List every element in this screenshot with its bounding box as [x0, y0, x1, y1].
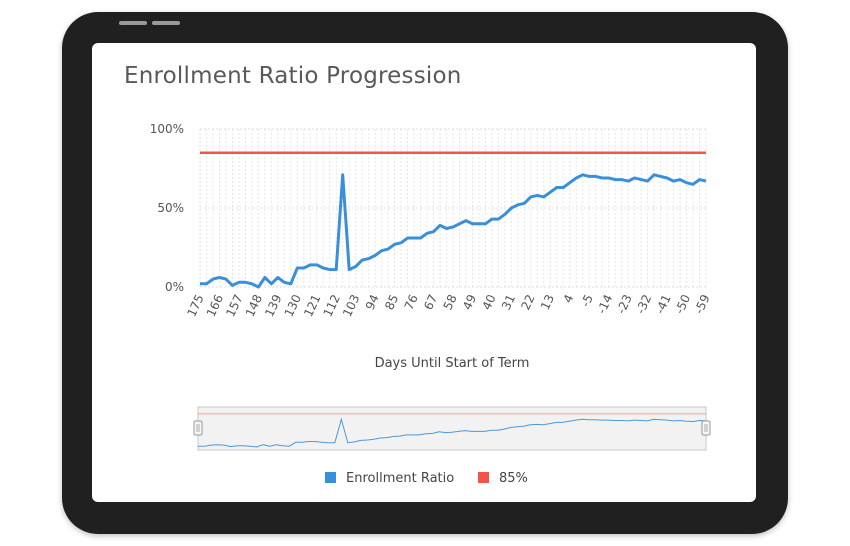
x-tick-label: -14 — [594, 292, 615, 316]
x-tick-label: 67 — [421, 292, 440, 312]
y-axis: 0% 50% 100% — [150, 122, 184, 294]
x-tick-label: -5 — [578, 292, 596, 309]
legend: Enrollment Ratio 85% — [325, 471, 528, 486]
legend-label[interactable]: 85% — [499, 471, 528, 486]
x-tick-label: 13 — [538, 292, 557, 312]
grid — [199, 128, 707, 288]
series-layer — [200, 151, 707, 289]
x-tick-label: 76 — [402, 292, 421, 312]
x-tick-label: 4 — [561, 292, 577, 305]
x-tick-label: 85 — [382, 292, 401, 312]
x-tick-label: 175 — [184, 292, 206, 319]
x-tick-label: 94 — [363, 292, 382, 312]
series-line-enrollment-ratio — [200, 173, 707, 289]
tablet-button — [119, 21, 147, 25]
x-tick-label: -41 — [653, 292, 674, 316]
x-tick-label: 31 — [499, 292, 518, 312]
x-tick-label: 139 — [262, 292, 284, 319]
x-tick-label: 166 — [204, 292, 226, 319]
x-tick-label: 22 — [518, 292, 537, 312]
x-tick-label: 148 — [243, 292, 265, 319]
x-tick-label: -23 — [614, 292, 635, 316]
range-navigator[interactable] — [193, 406, 711, 451]
legend-swatch — [478, 472, 489, 483]
x-tick-label: -59 — [692, 292, 713, 316]
chart-title: Enrollment Ratio Progression — [124, 63, 462, 89]
x-tick-label: 112 — [321, 292, 343, 319]
x-tick-label: 58 — [441, 292, 460, 312]
legend-label[interactable]: Enrollment Ratio — [346, 471, 454, 486]
x-tick-label: 157 — [223, 292, 245, 319]
x-axis-title: Days Until Start of Term — [375, 356, 530, 371]
x-tick-label: 121 — [301, 292, 323, 319]
x-tick-label: 103 — [340, 292, 362, 319]
chart-card: Enrollment Ratio Progression 0% 50% 100% 1… — [92, 43, 756, 502]
tablet-button — [152, 21, 180, 25]
navigator-series-enrollment-ratio — [198, 417, 707, 448]
x-tick-label: -32 — [633, 292, 654, 316]
x-tick-label: 130 — [282, 292, 304, 319]
x-tick-label: 49 — [460, 292, 479, 312]
y-tick-label: 100% — [150, 122, 184, 136]
legend-swatch — [325, 472, 336, 483]
y-tick-label: 50% — [157, 201, 184, 215]
x-tick-label: -50 — [672, 292, 693, 316]
navigator-handle-right[interactable] — [701, 420, 711, 436]
navigator-handle-left[interactable] — [193, 420, 203, 436]
y-tick-label: 0% — [165, 280, 184, 294]
x-tick-label: 40 — [479, 292, 498, 312]
